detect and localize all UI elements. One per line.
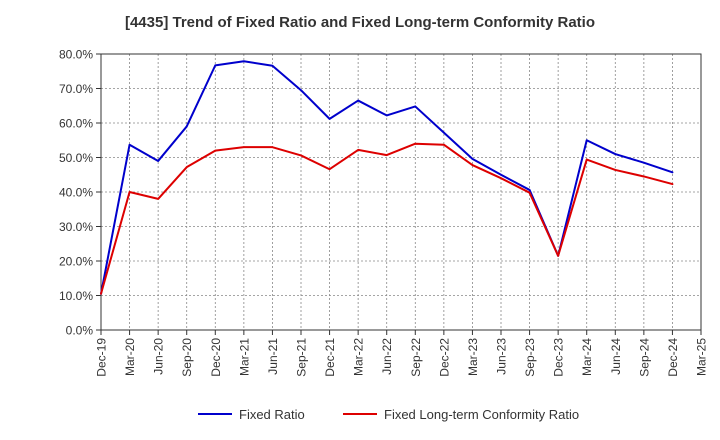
y-tick-label: 70.0% [59, 82, 93, 96]
x-tick-label: Dec-22 [437, 338, 451, 377]
x-tick-label: Sep-22 [409, 338, 423, 377]
x-tick-label: Dec-20 [209, 338, 223, 377]
y-tick-label: 10.0% [59, 289, 93, 303]
x-tick-label: Dec-23 [552, 338, 566, 377]
x-tick-label: Sep-21 [295, 338, 309, 377]
y-axis-ticks: 0.0% 10.0% 20.0% 30.0% 40.0% 50.0% 60.0% 70.0% 8… [59, 48, 101, 338]
x-tick-label: Dec-21 [323, 338, 337, 377]
x-tick-label: Mar-21 [237, 338, 251, 376]
y-tick-label: 50.0% [59, 151, 93, 165]
legend-label: Fixed Ratio [239, 407, 305, 422]
x-tick-label: Mar-24 [580, 338, 594, 376]
x-tick-label: Dec-24 [666, 338, 680, 377]
x-tick-label: Dec-19 [95, 338, 109, 377]
x-tick-label: Mar-23 [466, 338, 480, 376]
series-lines [100, 60, 674, 295]
x-tick-label: Jun-21 [266, 338, 280, 375]
y-tick-label: 30.0% [59, 220, 93, 234]
x-tick-label: Jun-22 [380, 338, 394, 375]
grid-lines [101, 54, 701, 330]
legend: Fixed Ratio Fixed Long-term Conformity Ra… [198, 407, 579, 422]
y-tick-label: 40.0% [59, 186, 93, 200]
chart-title: [4435] Trend of Fixed Ratio and Fixed Lo… [124, 14, 596, 31]
x-tick-label: Sep-24 [637, 338, 651, 377]
y-tick-label: 60.0% [59, 117, 93, 131]
x-tick-label: Sep-23 [523, 338, 537, 377]
x-tick-label: Mar-25 [695, 338, 709, 376]
y-tick-label: 20.0% [59, 255, 93, 269]
x-tick-label: Jun-23 [495, 338, 509, 375]
x-tick-label: Sep-20 [180, 338, 194, 377]
x-axis-ticks: Dec-19 Mar-20 Jun-20 Sep-20 Dec-20 Mar-21 Jun-… [95, 330, 709, 377]
legend-label: Fixed Long-term Conformity Ratio [384, 407, 579, 422]
series-line-fixed-ratio [100, 60, 674, 295]
y-tick-label: 80.0% [59, 48, 93, 62]
series-line-fixed-long-term-conformity-ratio [100, 142, 674, 295]
x-tick-label: Mar-20 [123, 338, 137, 376]
x-tick-label: Mar-22 [352, 338, 366, 376]
x-tick-label: Jun-20 [152, 338, 166, 375]
x-tick-label: Jun-24 [609, 338, 623, 375]
y-tick-label: 0.0% [66, 324, 94, 338]
